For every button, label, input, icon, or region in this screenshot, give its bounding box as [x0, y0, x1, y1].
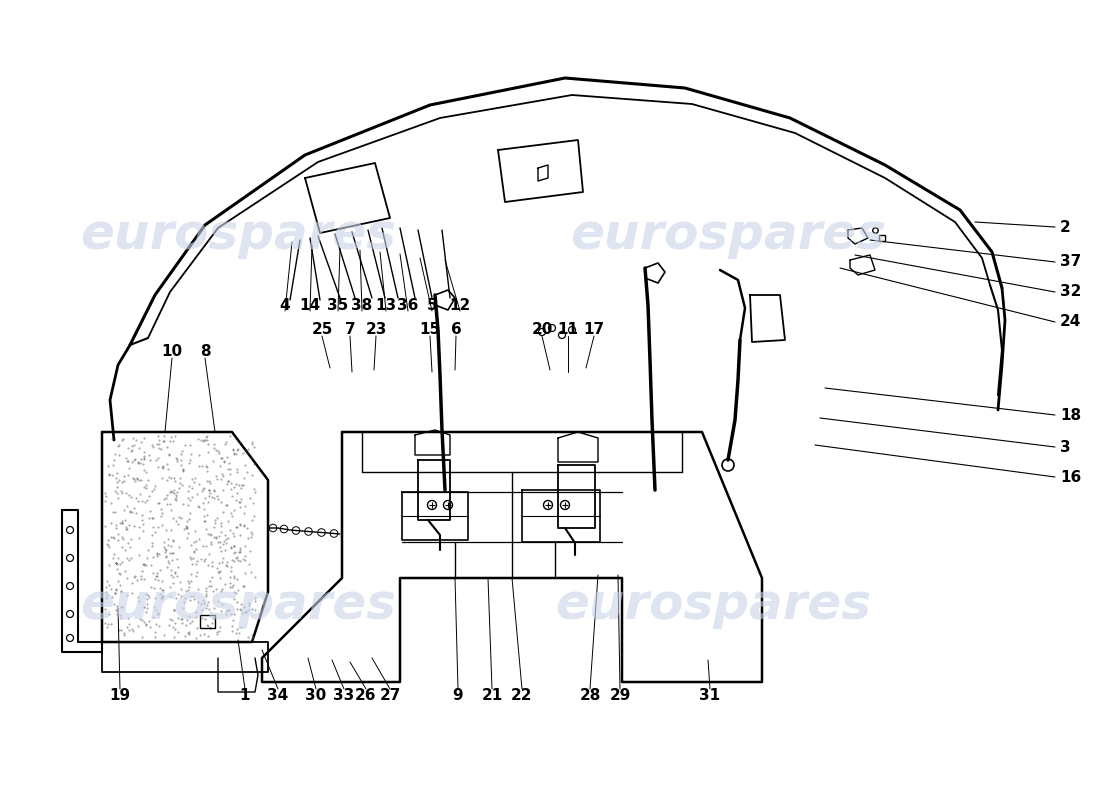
Text: 37: 37	[1060, 254, 1081, 270]
Text: 3: 3	[1060, 439, 1070, 454]
Text: eurospares: eurospares	[80, 581, 396, 629]
Text: 2: 2	[1060, 219, 1070, 234]
Text: 24: 24	[1060, 314, 1081, 330]
Text: eurospares: eurospares	[80, 211, 396, 259]
Text: 1: 1	[240, 687, 251, 702]
Text: 4: 4	[279, 298, 290, 313]
Text: 28: 28	[580, 687, 601, 702]
Text: 10: 10	[162, 345, 183, 359]
Text: 30: 30	[306, 687, 327, 702]
Text: eurospares: eurospares	[556, 581, 871, 629]
Text: 18: 18	[1060, 407, 1081, 422]
Text: 14: 14	[299, 298, 320, 313]
Text: 29: 29	[609, 687, 630, 702]
Text: 15: 15	[419, 322, 441, 338]
Text: 8: 8	[200, 345, 210, 359]
Text: 27: 27	[379, 687, 400, 702]
Text: 20: 20	[531, 322, 552, 338]
Text: 11: 11	[558, 322, 579, 338]
Text: 38: 38	[351, 298, 373, 313]
Text: 6: 6	[451, 322, 461, 338]
Text: 16: 16	[1060, 470, 1081, 485]
Text: 32: 32	[1060, 285, 1081, 299]
Text: 9: 9	[453, 687, 463, 702]
Text: 34: 34	[267, 687, 288, 702]
Text: 5: 5	[427, 298, 438, 313]
Text: 12: 12	[450, 298, 471, 313]
Text: 19: 19	[109, 687, 131, 702]
Text: 7: 7	[344, 322, 355, 338]
Text: 26: 26	[355, 687, 376, 702]
Text: 21: 21	[482, 687, 503, 702]
Text: 17: 17	[583, 322, 605, 338]
Text: eurospares: eurospares	[570, 211, 886, 259]
Text: 22: 22	[512, 687, 532, 702]
Text: 23: 23	[365, 322, 387, 338]
Text: 36: 36	[397, 298, 419, 313]
Text: 25: 25	[311, 322, 332, 338]
Text: 31: 31	[700, 687, 720, 702]
Text: 13: 13	[375, 298, 397, 313]
Text: 35: 35	[328, 298, 349, 313]
Text: 33: 33	[333, 687, 354, 702]
